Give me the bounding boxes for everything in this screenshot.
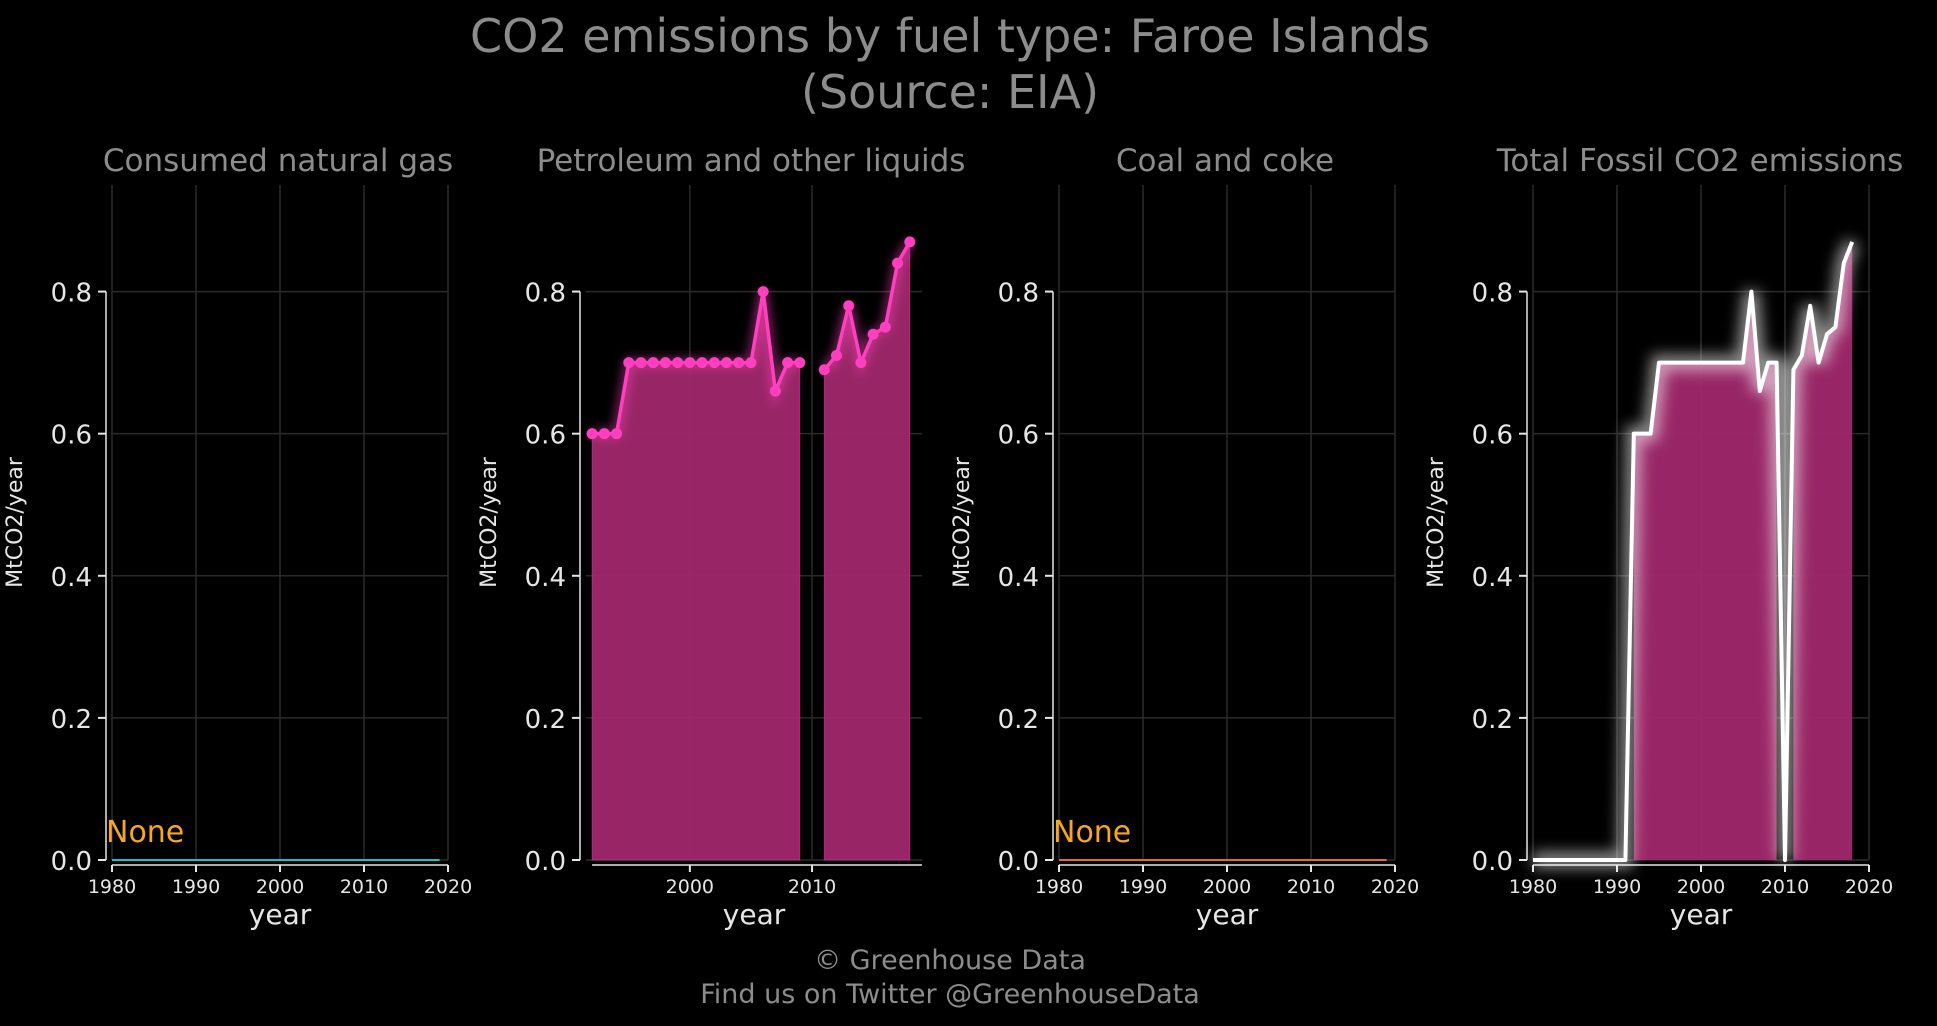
data-point [830,350,842,362]
data-point [611,428,623,440]
x-tick-label: 1990 [172,876,220,898]
x-tick-label: 1990 [1593,876,1641,898]
chart-panel-2: Petroleum and other liquids 0.0 0.2 0.4 0.6 0… [477,143,965,931]
data-point [684,357,696,369]
x-axis-label: year [1670,898,1733,931]
y-axis-label: MtCO2/year [950,456,975,588]
y-tick-label: 0.8 [998,279,1039,309]
footer-copyright: © Greenhouse Data [814,945,1086,976]
y-axis-label: MtCO2/year [1424,456,1449,588]
data-point [892,257,904,269]
data-point [733,357,745,369]
y-axis-label: MtCO2/year [3,456,28,588]
x-tick-label: 1980 [1035,876,1083,898]
data-point [782,357,794,369]
x-tick-label: 2020 [1371,876,1419,898]
data-point [855,357,867,369]
data-point [647,357,659,369]
x-axis-label: year [723,898,786,931]
data-point [635,357,647,369]
area-fill-segment [1793,241,1853,860]
chart-panel-3: Coal and coke 0.0 0.2 0.4 0.6 0.8 1980 1990 2000… [950,143,1419,931]
data-point [586,428,598,440]
x-tick-label: 2020 [424,876,472,898]
x-tick-label: 1990 [1119,876,1167,898]
x-axis-label: year [1196,898,1259,931]
x-tick-label: 2010 [340,876,388,898]
y-tick-label: 0.0 [51,847,92,877]
y-tick-label: 0.2 [51,705,92,735]
x-tick-label: 2000 [1203,876,1251,898]
y-tick-label: 0.0 [525,847,566,877]
data-point [672,357,684,369]
data-point [745,357,757,369]
chart-panel-4: Total Fossil CO2 emissions 0.0 0.2 0.4 0.6 0.… [1424,143,1903,931]
footer-twitter: Find us on Twitter @GreenhouseData [700,979,1200,1010]
data-point [867,328,879,340]
y-tick-label: 0.4 [998,563,1039,593]
y-tick-label: 0.6 [525,421,566,451]
data-point [598,428,610,440]
y-tick-label: 0.8 [1472,279,1513,309]
data-point [794,357,806,369]
x-tick-label: 2000 [1677,876,1725,898]
x-tick-label: 1980 [88,876,136,898]
panel-title: Consumed natural gas [103,143,453,179]
y-tick-label: 0.2 [1472,705,1513,735]
y-tick-label: 0.2 [998,705,1039,735]
panel-title: Petroleum and other liquids [537,143,966,179]
data-point [769,385,781,397]
y-tick-label: 0.0 [1472,847,1513,877]
y-tick-label: 0.8 [525,279,566,309]
series-line-segment [822,240,912,371]
x-tick-label: 2020 [1845,876,1893,898]
data-point [659,357,671,369]
none-annotation: None [106,815,184,850]
y-tick-label: 0.2 [525,705,566,735]
title-line-1: CO2 emissions by fuel type: Faroe Island… [470,9,1430,63]
none-annotation: None [1053,815,1131,850]
y-axis-label: MtCO2/year [477,456,502,588]
chart-title: CO2 emissions by fuel type: Faroe Island… [0,8,1900,120]
panel-title: Total Fossil CO2 emissions [1496,143,1904,179]
data-point [818,364,830,376]
footer: © Greenhouse Data Find us on Twitter @Gr… [0,944,1900,1012]
y-tick-label: 0.4 [51,563,92,593]
y-tick-label: 0.4 [525,563,566,593]
series-line [1533,241,1855,862]
x-tick-label: 2010 [1761,876,1809,898]
x-tick-label: 2000 [256,876,304,898]
x-axis-label: year [249,898,312,931]
data-point [721,357,733,369]
data-point [708,357,720,369]
y-tick-label: 0.6 [998,421,1039,451]
data-point [843,300,855,312]
y-tick-label: 0.6 [1472,421,1513,451]
x-tick-label: 2010 [1287,876,1335,898]
data-point [879,321,891,333]
area-fill-segment [1633,291,1777,860]
title-line-2: (Source: EIA) [800,65,1100,119]
y-tick-label: 0.6 [51,421,92,451]
chart-panel-1: Consumed natural gas 0.0 0.2 0.4 0.6 0.8 1980 1… [3,143,472,931]
panel-title: Coal and coke [1116,143,1334,179]
data-point [757,286,769,298]
x-tick-label: 2000 [666,876,714,898]
data-point [696,357,708,369]
series-line-segment [592,289,800,436]
data-point [904,236,916,248]
y-tick-label: 0.4 [1472,563,1513,593]
y-tick-label: 0.8 [51,279,92,309]
data-point [623,357,635,369]
x-tick-label: 1980 [1509,876,1557,898]
x-tick-label: 2010 [788,876,836,898]
y-tick-label: 0.0 [998,847,1039,877]
